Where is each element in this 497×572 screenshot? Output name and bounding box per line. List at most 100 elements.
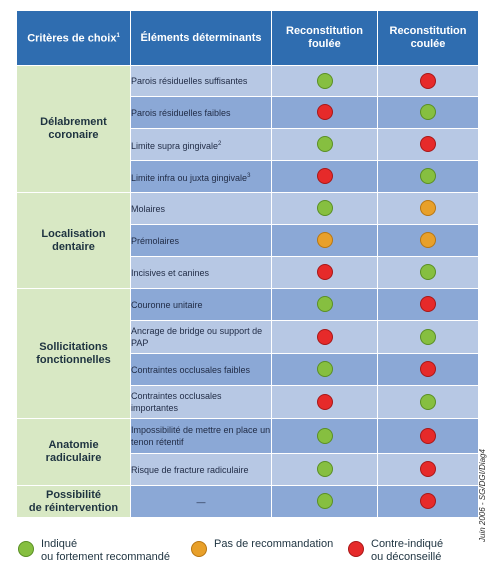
element-label: Limite infra ou juxta gingivale bbox=[131, 172, 248, 183]
element-footnote: 2 bbox=[218, 140, 222, 147]
foulee-cell bbox=[271, 224, 378, 257]
foulee-cell bbox=[271, 353, 378, 386]
table-row: Délabrement coronaire Parois résiduelles s… bbox=[16, 65, 479, 193]
legend-no-recommendation-text: Pas de recommandation bbox=[214, 538, 333, 551]
coulee-cell bbox=[377, 485, 479, 518]
green-dot-icon bbox=[420, 328, 436, 345]
green-dot-icon bbox=[316, 361, 333, 378]
table-row: Contraintes occlusales importantes bbox=[17, 385, 479, 419]
green-dot-icon bbox=[420, 393, 436, 410]
table-row: Contraintes occlusales faibles bbox=[17, 353, 479, 386]
red-dot-icon bbox=[420, 493, 436, 510]
criteria-cell: Anatomie radiculaire bbox=[16, 418, 131, 486]
legend: Indiqué ou fortement recommandé Pas de re… bbox=[16, 538, 479, 568]
table-row: Incisives et canines bbox=[17, 256, 479, 289]
table-body: Délabrement coronaire Parois résiduelles s… bbox=[16, 65, 479, 518]
green-dot-icon bbox=[316, 493, 333, 510]
foulee-cell bbox=[271, 192, 378, 225]
green-dot-icon bbox=[316, 136, 333, 153]
green-dot-icon bbox=[420, 104, 436, 121]
orange-dot-icon bbox=[420, 200, 436, 217]
table-row: Ancrage de bridge ou support de PAP bbox=[17, 320, 479, 354]
foulee-cell bbox=[271, 256, 378, 289]
orange-dot-icon bbox=[420, 232, 436, 249]
header-coulee-line2: coulée bbox=[410, 38, 446, 50]
element-cell: Limite supra gingivale2 bbox=[130, 128, 272, 161]
foulee-cell bbox=[271, 65, 378, 97]
header-criteria-footnote: 1 bbox=[116, 33, 120, 40]
element-cell: Contraintes occlusales faibles bbox=[130, 353, 272, 386]
red-dot-icon bbox=[316, 393, 333, 410]
coulee-cell bbox=[377, 353, 479, 386]
red-dot-icon bbox=[316, 168, 333, 185]
side-note: Juin 2006 - SG/DGI/Diag4 bbox=[478, 392, 494, 542]
criteria-label-line2: de réintervention bbox=[28, 501, 119, 514]
header-coulee: Reconstitution coulée bbox=[377, 10, 479, 66]
coulee-cell bbox=[377, 320, 479, 354]
coulee-cell bbox=[377, 192, 479, 225]
table-row: Localisation dentaire Molaires bbox=[16, 192, 479, 289]
green-dot-icon bbox=[420, 264, 436, 281]
element-label: Prémolaires bbox=[131, 235, 180, 246]
coulee-cell bbox=[377, 256, 479, 289]
red-dot-icon bbox=[316, 264, 333, 281]
element-footnote: 3 bbox=[247, 172, 251, 179]
legend-item-no-recommendation: Pas de recommandation bbox=[191, 538, 333, 557]
element-label: Parois résiduelles suffisantes bbox=[131, 76, 248, 86]
red-dot-icon bbox=[420, 361, 436, 378]
element-label: Risque de fracture radiculaire bbox=[131, 464, 249, 475]
coulee-cell bbox=[377, 385, 479, 419]
criteria-cell: Délabrement coronaire bbox=[16, 65, 131, 193]
element-label: Couronne unitaire bbox=[131, 299, 203, 310]
element-label: Molaires bbox=[131, 203, 166, 214]
table-row: Limite infra ou juxta gingivale3 bbox=[17, 160, 479, 193]
table-row: Sollicitations fonctionnelles Couronne uni… bbox=[16, 288, 479, 419]
element-label: Contraintes occlusales importantes bbox=[131, 391, 222, 413]
coulee-cell bbox=[377, 65, 479, 97]
element-label: — bbox=[196, 496, 206, 507]
element-cell: Couronne unitaire bbox=[130, 288, 272, 321]
foulee-cell bbox=[271, 320, 378, 354]
header-coulee-line1: Reconstitution bbox=[389, 25, 467, 37]
criteria-label-line1: Délabrement bbox=[40, 116, 107, 128]
legend-item-indicated: Indiqué ou fortement recommandé bbox=[18, 538, 170, 564]
element-cell: Molaires bbox=[130, 192, 272, 225]
foulee-cell bbox=[271, 385, 378, 419]
header-foulee-line1: Reconstitution bbox=[286, 25, 363, 37]
legend-contraindicated-line2: ou déconseillé bbox=[371, 551, 442, 563]
criteria-label-line2: coronaire bbox=[48, 129, 99, 141]
green-dot-icon bbox=[316, 200, 333, 217]
header-foulee: Reconstitution foulée bbox=[271, 10, 378, 66]
green-dot-icon bbox=[316, 72, 333, 89]
green-dot-icon bbox=[316, 427, 333, 444]
element-cell: Parois résiduelles faibles bbox=[130, 96, 272, 129]
criteria-label-line2: radiculaire bbox=[45, 452, 102, 464]
header-criteria-label: Critères de choix bbox=[27, 32, 117, 45]
legend-item-contraindicated: Contre-indiqué ou déconseillé bbox=[348, 538, 443, 564]
criteria-label-line1: Anatomie bbox=[48, 439, 99, 451]
element-cell: Incisives et canines bbox=[130, 256, 272, 289]
table-row: Risque de fracture radiculaire bbox=[17, 453, 479, 486]
green-dot-icon bbox=[316, 296, 333, 313]
header-criteria: Critères de choix1 bbox=[16, 10, 131, 66]
red-dot-icon bbox=[420, 427, 436, 444]
red-dot-icon bbox=[316, 328, 333, 345]
header-elements: Éléments déterminants bbox=[130, 10, 272, 66]
legend-contraindicated-text: Contre-indiqué ou déconseillé bbox=[371, 538, 443, 564]
table-row: Parois résiduelles faibles bbox=[17, 96, 479, 129]
foulee-cell bbox=[271, 96, 378, 129]
criteria-label-line2: dentaire bbox=[52, 240, 95, 253]
red-dot-icon bbox=[420, 461, 436, 478]
criteria-label-line1: Possibilité bbox=[45, 488, 102, 501]
foulee-cell bbox=[271, 453, 378, 486]
legend-indicated-text: Indiqué ou fortement recommandé bbox=[41, 538, 170, 564]
foulee-cell bbox=[271, 288, 378, 321]
legend-dot-green-icon bbox=[18, 541, 34, 557]
legend-dot-red-icon bbox=[348, 541, 364, 557]
criteria-label-line1: Localisation bbox=[41, 227, 106, 240]
table-row: Prémolaires bbox=[17, 224, 479, 257]
red-dot-icon bbox=[420, 72, 436, 89]
foulee-cell bbox=[271, 160, 378, 193]
red-dot-icon bbox=[420, 296, 436, 313]
foulee-cell bbox=[271, 128, 378, 161]
